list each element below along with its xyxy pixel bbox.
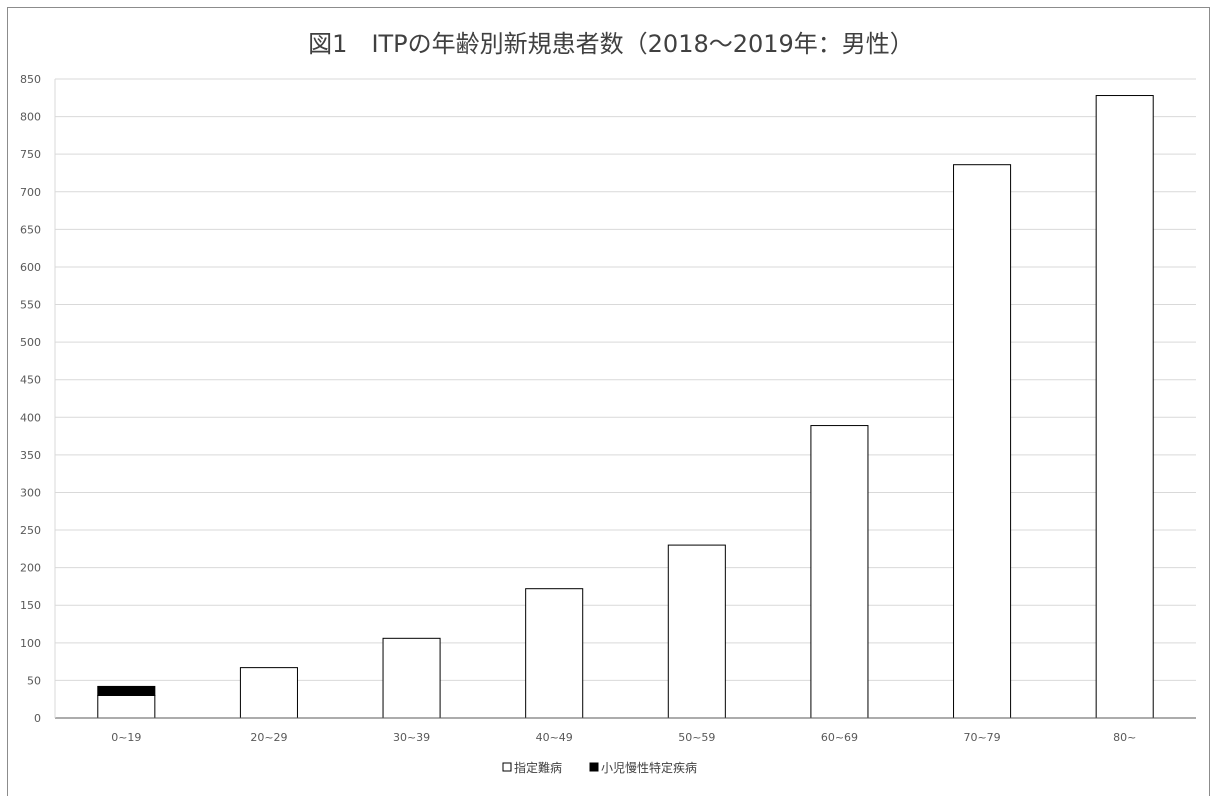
bar-designated-intractable xyxy=(239,667,298,719)
bar-pediatric-chronic xyxy=(97,685,156,696)
legend-swatch xyxy=(589,762,599,772)
y-tick-label: 100 xyxy=(20,637,41,650)
y-tick-label: 650 xyxy=(20,223,41,236)
bars xyxy=(97,95,1154,719)
y-axis-ticks: 0 50 100 150 200 250 300 350 400 450 500 550 600 650 7… xyxy=(20,73,41,725)
y-tick-label: 700 xyxy=(20,186,41,199)
legend: 指定難病 小児慢性特定疾病 xyxy=(502,760,697,775)
y-tick-label: 400 xyxy=(20,411,41,424)
x-tick-label: 80~ xyxy=(1113,731,1136,744)
y-tick-label: 150 xyxy=(20,599,41,612)
bar-designated-intractable xyxy=(810,425,869,719)
x-tick-label: 0~19 xyxy=(111,731,141,744)
legend-label: 指定難病 xyxy=(514,760,562,775)
y-tick-label: 200 xyxy=(20,562,41,575)
y-tick-label: 800 xyxy=(20,111,41,124)
y-tick-label: 550 xyxy=(20,299,41,312)
legend-swatch xyxy=(502,762,512,772)
y-tick-label: 850 xyxy=(20,73,41,86)
x-axis-ticks: 0~19 20~29 30~39 40~49 50~59 60~69 70~79 80~ xyxy=(111,731,1136,744)
y-tick-label: 50 xyxy=(27,674,41,687)
y-tick-label: 450 xyxy=(20,374,41,387)
x-tick-label: 40~49 xyxy=(536,731,573,744)
y-tick-label: 750 xyxy=(20,148,41,161)
y-tick-label: 600 xyxy=(20,261,41,274)
legend-label: 小児慢性特定疾病 xyxy=(601,760,697,775)
y-tick-label: 300 xyxy=(20,486,41,499)
bar-designated-intractable xyxy=(97,694,156,719)
x-tick-label: 30~39 xyxy=(393,731,430,744)
x-tick-label: 50~59 xyxy=(678,731,715,744)
y-tick-label: 0 xyxy=(34,712,41,725)
bar-designated-intractable xyxy=(525,588,584,719)
y-tick-label: 350 xyxy=(20,449,41,462)
bar-designated-intractable xyxy=(1095,95,1154,719)
chart-title: 図1 ITPの年齢別新規患者数（2018～2019年：男性） xyxy=(308,30,914,58)
bar-designated-intractable xyxy=(953,164,1012,719)
x-tick-label: 20~29 xyxy=(250,731,287,744)
y-tick-label: 500 xyxy=(20,336,41,349)
bar-designated-intractable xyxy=(382,637,441,719)
gridlines xyxy=(55,78,1196,681)
x-tick-label: 60~69 xyxy=(821,731,858,744)
bar-designated-intractable xyxy=(667,544,726,719)
x-tick-label: 70~79 xyxy=(963,731,1000,744)
y-tick-label: 250 xyxy=(20,524,41,537)
